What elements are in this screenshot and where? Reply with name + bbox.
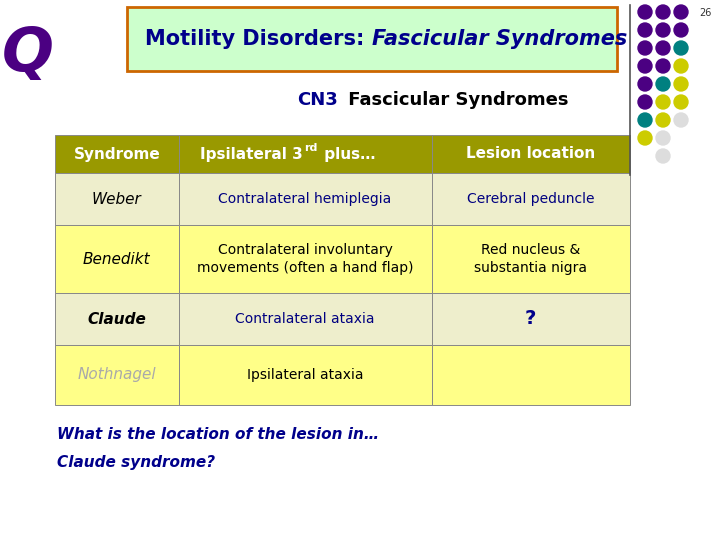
Bar: [431, 135, 630, 173]
Text: Claude: Claude: [87, 312, 146, 327]
Circle shape: [656, 59, 670, 73]
Circle shape: [638, 5, 652, 19]
Circle shape: [656, 41, 670, 55]
Text: Cerebral peduncle: Cerebral peduncle: [467, 192, 595, 206]
Circle shape: [674, 5, 688, 19]
Circle shape: [674, 113, 688, 127]
Circle shape: [656, 5, 670, 19]
Bar: [55, 293, 179, 345]
Circle shape: [638, 23, 652, 37]
Text: Contralateral ataxia: Contralateral ataxia: [235, 312, 375, 326]
Text: Nothnagel: Nothnagel: [78, 368, 156, 382]
Text: Motility Disorders:: Motility Disorders:: [145, 29, 372, 49]
Text: ?: ?: [525, 309, 536, 328]
Text: Q: Q: [2, 25, 54, 84]
Text: Claude syndrome?: Claude syndrome?: [57, 455, 215, 470]
Circle shape: [674, 95, 688, 109]
Text: rd: rd: [304, 143, 318, 153]
Bar: [431, 225, 630, 293]
FancyBboxPatch shape: [127, 7, 617, 71]
Text: Contralateral hemiplegia: Contralateral hemiplegia: [218, 192, 392, 206]
Text: Lesion location: Lesion location: [466, 146, 595, 161]
Circle shape: [656, 131, 670, 145]
Text: Red nucleus &
substantia nigra: Red nucleus & substantia nigra: [474, 244, 588, 275]
Bar: [179, 225, 431, 293]
Circle shape: [674, 77, 688, 91]
Text: Fascicular Syndromes: Fascicular Syndromes: [342, 91, 569, 109]
Text: Fascicular Syndromes: Fascicular Syndromes: [372, 29, 627, 49]
Circle shape: [674, 59, 688, 73]
Bar: [179, 173, 431, 225]
Circle shape: [656, 149, 670, 163]
Bar: [431, 293, 630, 345]
Circle shape: [638, 113, 652, 127]
Circle shape: [674, 23, 688, 37]
Circle shape: [638, 95, 652, 109]
Bar: [55, 135, 179, 173]
Text: Weber: Weber: [92, 192, 142, 206]
Text: Contralateral involuntary
movements (often a hand flap): Contralateral involuntary movements (oft…: [197, 244, 413, 275]
Bar: [179, 135, 431, 173]
Bar: [55, 173, 179, 225]
Text: What is the location of the lesion in…: What is the location of the lesion in…: [57, 427, 379, 442]
Circle shape: [656, 23, 670, 37]
Circle shape: [656, 77, 670, 91]
Circle shape: [674, 41, 688, 55]
Text: Benedikt: Benedikt: [83, 252, 150, 267]
Circle shape: [638, 41, 652, 55]
Bar: [179, 345, 431, 405]
Circle shape: [638, 59, 652, 73]
Bar: [431, 173, 630, 225]
Text: 26: 26: [700, 8, 712, 18]
Text: Ipsilateral ataxia: Ipsilateral ataxia: [247, 368, 364, 382]
Bar: [431, 345, 630, 405]
Circle shape: [638, 77, 652, 91]
Bar: [55, 345, 179, 405]
Bar: [55, 225, 179, 293]
Text: Ipsilateral 3: Ipsilateral 3: [200, 146, 303, 161]
Text: plus…: plus…: [319, 146, 376, 161]
Text: CN3: CN3: [297, 91, 338, 109]
Circle shape: [656, 113, 670, 127]
Text: Syndrome: Syndrome: [73, 146, 160, 161]
Circle shape: [638, 131, 652, 145]
Circle shape: [656, 95, 670, 109]
Bar: [179, 293, 431, 345]
